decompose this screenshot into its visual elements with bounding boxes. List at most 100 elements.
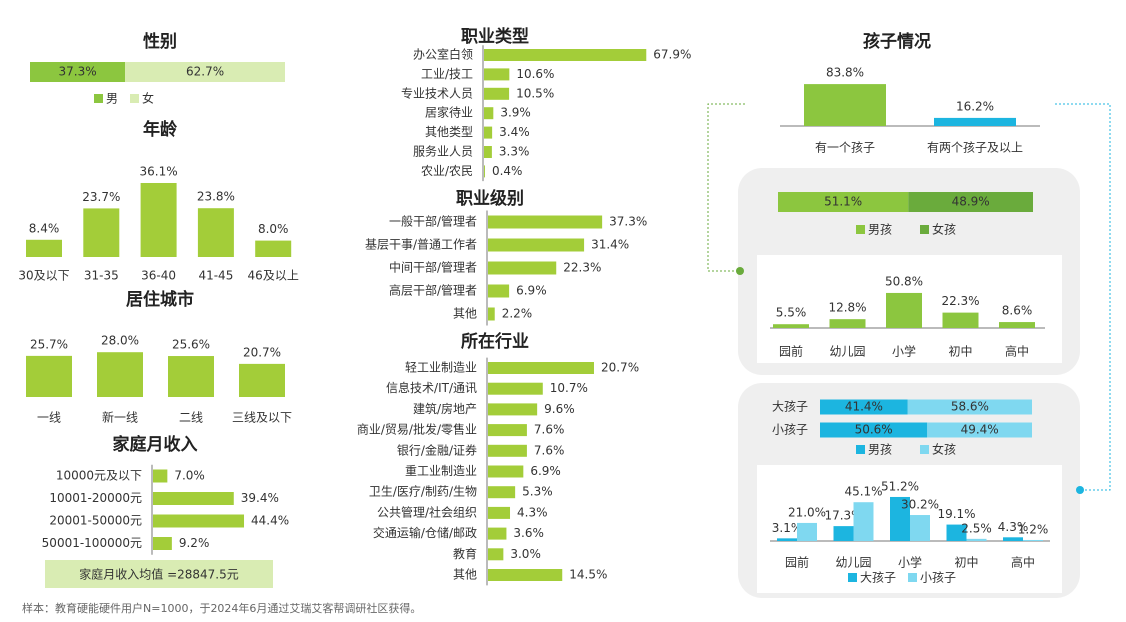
value-label: 6.9% [530,464,561,478]
bar [488,486,516,499]
value-label: 7.0% [174,469,205,483]
bar [484,68,510,81]
category-label: 有一个孩子 [815,141,875,155]
legend-swatch [94,94,103,103]
connector-dot [736,267,744,275]
category-label: 建筑/房地产 [413,401,477,416]
value-label: 22.3% [941,294,979,308]
legend-swatch [848,573,857,582]
category-label: 41-45 [198,269,233,283]
legend-label: 女 [142,91,154,106]
chart-title: 职业级别 [456,188,524,209]
legend-label: 女孩 [932,442,956,457]
category-label: 工业/技工 [421,67,473,81]
bar [153,469,168,483]
bar [488,362,594,374]
value-label: 50.8% [885,274,923,288]
category-label: 高层干部/管理者 [389,283,477,298]
value-label: 16.2% [956,99,994,113]
category-label: 中间干部/管理者 [389,260,477,275]
legend-label: 女孩 [932,222,956,237]
category-label: 信息技术/IT/通讯 [386,380,477,395]
bar [488,465,524,478]
bar [26,239,62,257]
category-label: 10000元及以下 [56,469,142,483]
bar [946,524,967,541]
category-label: 其他类型 [425,125,473,139]
bar [488,424,527,437]
bar-segment [30,62,126,82]
value-label: 10.7% [550,381,588,395]
bar-segment [907,399,1032,415]
category-label: 商业/贸易/批发/零售业 [357,422,477,437]
value-label: 23.8% [197,190,235,204]
value-label: 28.0% [101,334,139,348]
value-label: 51.2% [881,479,919,493]
bar [942,312,979,328]
chart-title: 居住城市 [126,289,194,310]
bar [804,84,886,126]
category-label: 重工业制造业 [405,464,477,478]
value-label: 9.6% [544,402,575,416]
category-label: 大孩子 [772,400,808,414]
value-label: 50.6% [855,423,893,437]
category-label: 高中 [1011,555,1035,570]
category-label: 10001-20000元 [49,491,142,505]
category-label: 公共管理/社会组织 [377,504,477,519]
bar [484,49,647,61]
value-label: 37.3% [58,65,96,79]
category-label: 轻工业制造业 [405,361,477,375]
bar-segment [908,192,1033,212]
category-label: 园前 [779,344,803,359]
value-label: 44.4% [251,514,289,528]
value-label: 0.4% [492,164,523,178]
bar [488,284,510,298]
category-label: 三线及以下 [232,411,292,425]
category-label: 园前 [785,555,809,570]
bar [488,382,543,395]
value-label: 3.9% [500,106,531,120]
bar [488,307,495,321]
bar [140,182,177,257]
bar [833,526,854,541]
annotation: 家庭月收入均值 =28847.5元 [79,567,239,582]
value-label: 22.3% [563,261,601,275]
connector-dot [1076,486,1084,494]
category-label: 有两个孩子及以上 [927,141,1023,155]
bar-segment [778,192,909,212]
value-label: 30.2% [901,498,939,512]
bar [239,363,285,397]
category-label: 一线 [37,411,61,425]
category-label: 教育 [453,546,477,561]
annotation-box [45,560,273,588]
bar-segment [927,422,1032,438]
bar [484,87,510,100]
value-label: 5.3% [522,485,553,499]
chart-title: 年龄 [143,119,178,140]
value-label: 4.3% [517,505,548,519]
value-label: 7.6% [534,443,565,457]
bar-segment [125,62,286,82]
value-label: 23.7% [82,190,120,204]
legend-swatch [856,225,865,234]
value-label: 45.1% [844,485,882,499]
bar [153,514,245,528]
bar [484,165,485,178]
value-label: 41.4% [845,400,883,414]
bar [777,538,797,541]
bar [153,537,172,550]
category-label: 31-35 [84,269,119,283]
bar [886,292,922,328]
chart-title: 家庭月收入 [113,434,198,455]
value-label: 3.3% [499,145,529,159]
category-label: 其他 [453,307,477,321]
bar [488,527,507,540]
chart-title: 性别 [143,31,177,52]
legend-swatch [856,445,865,454]
category-label: 其他 [453,568,477,582]
value-label: 6.9% [516,284,547,298]
bar [26,355,72,397]
connector [1055,103,1111,491]
value-label: 49.4% [961,423,999,437]
